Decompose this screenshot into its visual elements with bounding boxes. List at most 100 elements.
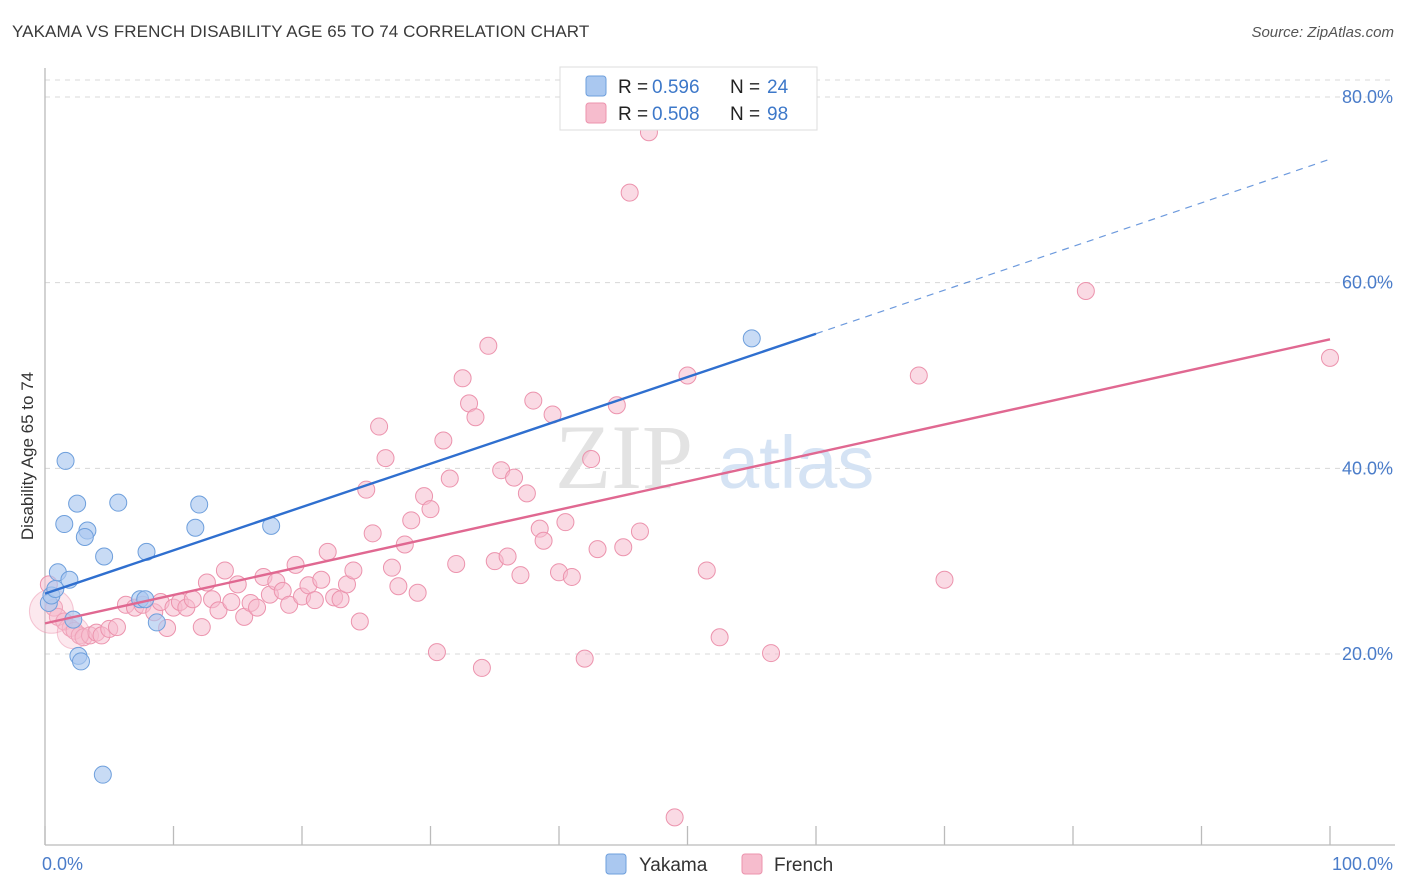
french-point bbox=[582, 450, 601, 469]
legend-n-value-french: 98 bbox=[767, 104, 788, 125]
bottom-legend-swatch-french bbox=[741, 853, 763, 875]
legend-swatch-yakama bbox=[585, 75, 607, 97]
yakama-point bbox=[56, 451, 75, 470]
french-point bbox=[762, 644, 781, 663]
french-point bbox=[286, 555, 305, 574]
yakama-point bbox=[186, 518, 205, 537]
legend-r-value-yakama: 0.596 bbox=[652, 77, 700, 98]
x-tick-label: 0.0% bbox=[42, 854, 83, 874]
yakama-point bbox=[147, 613, 166, 632]
yakama-trend-extension bbox=[815, 158, 1331, 335]
yakama-trend-line bbox=[44, 332, 817, 595]
french-point bbox=[408, 583, 427, 602]
french-point bbox=[382, 558, 401, 577]
french-point bbox=[389, 577, 408, 596]
axes bbox=[44, 68, 1395, 846]
yakama-points bbox=[39, 329, 761, 784]
french-point bbox=[357, 480, 376, 499]
french-point bbox=[534, 531, 553, 550]
french-point bbox=[498, 547, 517, 566]
french-point bbox=[363, 524, 382, 543]
legend-r-value-french: 0.508 bbox=[652, 104, 700, 125]
y-tick-label: 40.0% bbox=[1342, 458, 1393, 478]
french-point bbox=[517, 484, 536, 503]
french-point bbox=[697, 561, 716, 580]
french-point bbox=[222, 593, 241, 612]
french-trend-line bbox=[44, 338, 1331, 625]
french-point bbox=[472, 658, 491, 677]
french-point bbox=[376, 449, 395, 468]
french-point bbox=[524, 391, 543, 410]
french-point bbox=[248, 598, 267, 617]
french-point bbox=[344, 561, 363, 580]
y-tick-label: 80.0% bbox=[1342, 87, 1393, 107]
french-point bbox=[440, 469, 459, 488]
french-point bbox=[427, 643, 446, 662]
french-point bbox=[1076, 282, 1095, 301]
french-point bbox=[370, 417, 389, 436]
french-point bbox=[935, 570, 954, 589]
french-point bbox=[312, 570, 331, 589]
french-point bbox=[511, 566, 530, 585]
french-point bbox=[318, 542, 337, 561]
french-point bbox=[630, 522, 649, 541]
french-point bbox=[678, 366, 697, 385]
watermark-atlas: atlas bbox=[718, 421, 874, 504]
french-point bbox=[183, 590, 202, 609]
french-point bbox=[209, 601, 228, 620]
french-point bbox=[588, 540, 607, 559]
chart-source: Source: ZipAtlas.com bbox=[1251, 24, 1394, 41]
x-tick-label: 100.0% bbox=[1332, 854, 1393, 874]
french-point bbox=[447, 554, 466, 573]
french-point bbox=[402, 511, 421, 530]
french-point bbox=[710, 628, 729, 647]
french-point bbox=[350, 612, 369, 631]
french-point bbox=[280, 595, 299, 614]
yakama-point bbox=[68, 494, 87, 513]
french-point bbox=[421, 500, 440, 519]
french-point bbox=[331, 590, 350, 609]
french-point bbox=[1321, 348, 1339, 367]
bottom-legend-french: French bbox=[774, 855, 833, 876]
yakama-point bbox=[71, 652, 90, 671]
french-point bbox=[909, 366, 928, 385]
french-point bbox=[556, 513, 575, 532]
french-point bbox=[575, 649, 594, 668]
french-point bbox=[665, 808, 684, 827]
y-tick-labels: 20.0% 40.0% 60.0% 80.0% bbox=[1342, 87, 1393, 664]
french-point bbox=[479, 336, 498, 355]
french-point bbox=[607, 396, 626, 415]
y-axis-title: Disability Age 65 to 74 bbox=[18, 372, 37, 540]
french-point bbox=[107, 618, 126, 637]
french-point bbox=[562, 567, 581, 586]
legend-r-label: R = bbox=[618, 104, 648, 125]
legend-n-value-yakama: 24 bbox=[767, 77, 789, 98]
yakama-point bbox=[75, 528, 94, 547]
series-legend: Yakama French bbox=[605, 853, 833, 876]
legend-r-label: R = bbox=[618, 77, 648, 98]
french-point bbox=[192, 618, 211, 637]
y-tick-label: 60.0% bbox=[1342, 273, 1393, 293]
legend-n-label: N = bbox=[730, 77, 760, 98]
chart-title: YAKAMA VS FRENCH DISABILITY AGE 65 TO 74… bbox=[12, 22, 590, 41]
french-point bbox=[434, 431, 453, 450]
french-point bbox=[620, 183, 639, 202]
watermark-zip: ZIP bbox=[555, 406, 693, 508]
french-point bbox=[466, 408, 485, 427]
yakama-point bbox=[190, 495, 209, 514]
legend-n-label: N = bbox=[730, 104, 760, 125]
french-point bbox=[505, 468, 524, 487]
trend-lines bbox=[44, 158, 1331, 625]
french-point bbox=[453, 369, 472, 388]
yakama-point bbox=[55, 515, 74, 534]
french-point bbox=[215, 561, 234, 580]
french-point bbox=[614, 538, 633, 557]
legend-swatch-french bbox=[585, 102, 607, 124]
y-tick-label: 20.0% bbox=[1342, 644, 1393, 664]
yakama-point bbox=[95, 547, 114, 566]
yakama-point bbox=[109, 493, 128, 512]
x-tick-labels: 0.0% 100.0% bbox=[42, 854, 1393, 874]
yakama-point bbox=[93, 765, 112, 784]
bottom-legend-swatch-yakama bbox=[605, 853, 627, 875]
